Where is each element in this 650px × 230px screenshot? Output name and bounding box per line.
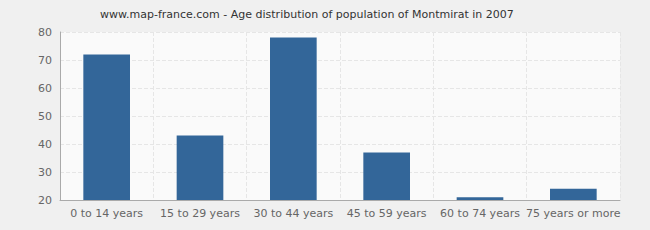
- svg-text:80: 80: [38, 26, 52, 39]
- svg-text:60: 60: [38, 82, 52, 95]
- svg-text:75 years or more: 75 years or more: [526, 207, 621, 220]
- svg-text:40: 40: [38, 138, 52, 151]
- svg-text:www.map-france.com - Age distr: www.map-france.com - Age distribution of…: [100, 8, 514, 21]
- svg-text:0 to 14 years: 0 to 14 years: [70, 207, 143, 220]
- svg-text:70: 70: [38, 54, 52, 67]
- svg-text:30: 30: [38, 166, 52, 179]
- svg-text:45 to 59 years: 45 to 59 years: [347, 207, 427, 220]
- svg-text:50: 50: [38, 110, 52, 123]
- svg-text:30 to 44 years: 30 to 44 years: [253, 207, 333, 220]
- svg-text:20: 20: [38, 194, 52, 207]
- svg-text:15 to 29 years: 15 to 29 years: [160, 207, 240, 220]
- svg-text:60 to 74 years: 60 to 74 years: [440, 207, 520, 220]
